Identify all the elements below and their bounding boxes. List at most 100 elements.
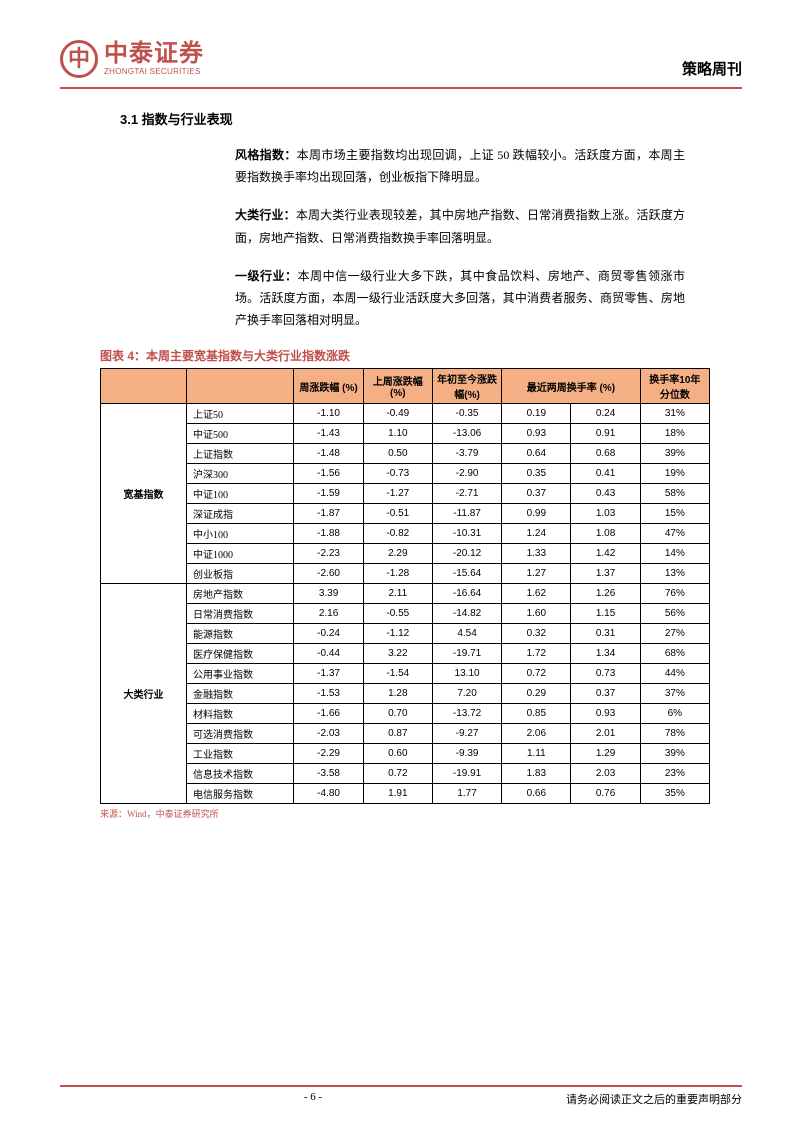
table-cell: -9.27: [432, 724, 501, 744]
table-cell: 1.03: [571, 504, 640, 524]
table-cell: -1.48: [294, 444, 363, 464]
table-cell: 7.20: [432, 684, 501, 704]
logo-mark-glyph: 中: [68, 48, 90, 70]
table-row: 宽基指数上证50-1.10-0.49-0.350.190.2431%: [101, 404, 710, 424]
index-table: 周涨跌幅 (%)上周涨跌幅 (%)年初至今涨跌幅(%)最近两周换手率 (%)换手…: [100, 368, 710, 804]
table-header: 换手率10年分位数: [640, 369, 709, 404]
table-cell: 1.33: [502, 544, 571, 564]
table-cell: 0.37: [571, 684, 640, 704]
table-cell: 0.99: [502, 504, 571, 524]
footer: - 6 - 请务必阅读正文之后的重要声明部分: [60, 1085, 742, 1107]
paragraph: 一级行业：本周中信一级行业大多下跌，其中食品饮料、房地产、商贸零售领涨市场。活跃…: [235, 265, 685, 332]
table-cell: 中小100: [186, 524, 293, 544]
table-cell: 1.24: [502, 524, 571, 544]
table-cell: 2.29: [363, 544, 432, 564]
group-cell: 大类行业: [101, 584, 187, 804]
section-title: 3.1 指数与行业表现: [120, 109, 742, 128]
table-cell: 76%: [640, 584, 709, 604]
table-cell: 0.72: [363, 764, 432, 784]
table-cell: 4.54: [432, 624, 501, 644]
table-cell: 44%: [640, 664, 709, 684]
table-cell: 材料指数: [186, 704, 293, 724]
table-row: 大类行业房地产指数3.392.11-16.641.621.2676%: [101, 584, 710, 604]
paragraph: 大类行业：本周大类行业表现较差，其中房地产指数、日常消费指数上涨。活跃度方面，房…: [235, 204, 685, 248]
table-cell: 信息技术指数: [186, 764, 293, 784]
table-cell: 1.72: [502, 644, 571, 664]
table-cell: -13.72: [432, 704, 501, 724]
table-cell: 0.19: [502, 404, 571, 424]
table-cell: 2.01: [571, 724, 640, 744]
table-cell: -0.82: [363, 524, 432, 544]
table-cell: 1.62: [502, 584, 571, 604]
table-cell: 13.10: [432, 664, 501, 684]
table-cell: 1.91: [363, 784, 432, 804]
table-cell: 创业板指: [186, 564, 293, 584]
table-cell: 6%: [640, 704, 709, 724]
page-number: - 6 -: [60, 1091, 566, 1107]
table-row: 材料指数-1.660.70-13.720.850.936%: [101, 704, 710, 724]
table-cell: 1.10: [363, 424, 432, 444]
table-cell: 0.72: [502, 664, 571, 684]
table-cell: -20.12: [432, 544, 501, 564]
table-cell: 1.08: [571, 524, 640, 544]
table-row: 可选消费指数-2.030.87-9.272.062.0178%: [101, 724, 710, 744]
table-cell: 37%: [640, 684, 709, 704]
table-cell: -10.31: [432, 524, 501, 544]
table-cell: 1.27: [502, 564, 571, 584]
table-row: 上证指数-1.480.50-3.790.640.6839%: [101, 444, 710, 464]
table-row: 中证1000-2.232.29-20.121.331.4214%: [101, 544, 710, 564]
table-cell: 金融指数: [186, 684, 293, 704]
table-cell: 58%: [640, 484, 709, 504]
table-row: 工业指数-2.290.60-9.391.111.2939%: [101, 744, 710, 764]
table-cell: -0.51: [363, 504, 432, 524]
table-cell: 0.35: [502, 464, 571, 484]
table-cell: -2.29: [294, 744, 363, 764]
table-cell: -1.66: [294, 704, 363, 724]
table-cell: 0.66: [502, 784, 571, 804]
logo-cn: 中泰证券: [104, 41, 204, 67]
paragraph: 风格指数：本周市场主要指数均出现回调，上证 50 跌幅较小。活跃度方面，本周主要…: [235, 144, 685, 188]
table-cell: 电信服务指数: [186, 784, 293, 804]
table-cell: -11.87: [432, 504, 501, 524]
table-cell: -9.39: [432, 744, 501, 764]
table-cell: 14%: [640, 544, 709, 564]
table-cell: -2.03: [294, 724, 363, 744]
table-cell: 0.31: [571, 624, 640, 644]
table-cell: 1.26: [571, 584, 640, 604]
table-cell: -1.56: [294, 464, 363, 484]
header: 中 中泰证券 ZHONGTAI SECURITIES 策略周刊: [60, 40, 742, 89]
table-cell: -2.60: [294, 564, 363, 584]
table-cell: 0.24: [571, 404, 640, 424]
table-cell: 0.29: [502, 684, 571, 704]
table-cell: 39%: [640, 744, 709, 764]
table-cell: 可选消费指数: [186, 724, 293, 744]
table-cell: -1.28: [363, 564, 432, 584]
table-cell: 0.91: [571, 424, 640, 444]
table-cell: 中证1000: [186, 544, 293, 564]
paragraph-label: 大类行业：: [235, 208, 296, 222]
table-cell: 中证500: [186, 424, 293, 444]
table-cell: 13%: [640, 564, 709, 584]
table-cell: 1.11: [502, 744, 571, 764]
table-cell: -4.80: [294, 784, 363, 804]
table-cell: 0.64: [502, 444, 571, 464]
paragraph-text: 本周大类行业表现较差，其中房地产指数、日常消费指数上涨。活跃度方面，房地产指数、…: [235, 208, 685, 244]
table-cell: 1.15: [571, 604, 640, 624]
table-header: [186, 369, 293, 404]
table-row: 沪深300-1.56-0.73-2.900.350.4119%: [101, 464, 710, 484]
table-cell: 19%: [640, 464, 709, 484]
table-cell: 0.41: [571, 464, 640, 484]
logo-en: ZHONGTAI SECURITIES: [104, 68, 204, 77]
table-cell: -14.82: [432, 604, 501, 624]
paragraph-label: 一级行业：: [235, 269, 298, 283]
table-cell: -2.90: [432, 464, 501, 484]
group-cell: 宽基指数: [101, 404, 187, 584]
table-cell: 1.29: [571, 744, 640, 764]
table-cell: 2.16: [294, 604, 363, 624]
table-cell: 上证50: [186, 404, 293, 424]
table-cell: -1.53: [294, 684, 363, 704]
table-cell: 中证100: [186, 484, 293, 504]
table-cell: 0.76: [571, 784, 640, 804]
table-cell: -1.10: [294, 404, 363, 424]
table-cell: 0.85: [502, 704, 571, 724]
